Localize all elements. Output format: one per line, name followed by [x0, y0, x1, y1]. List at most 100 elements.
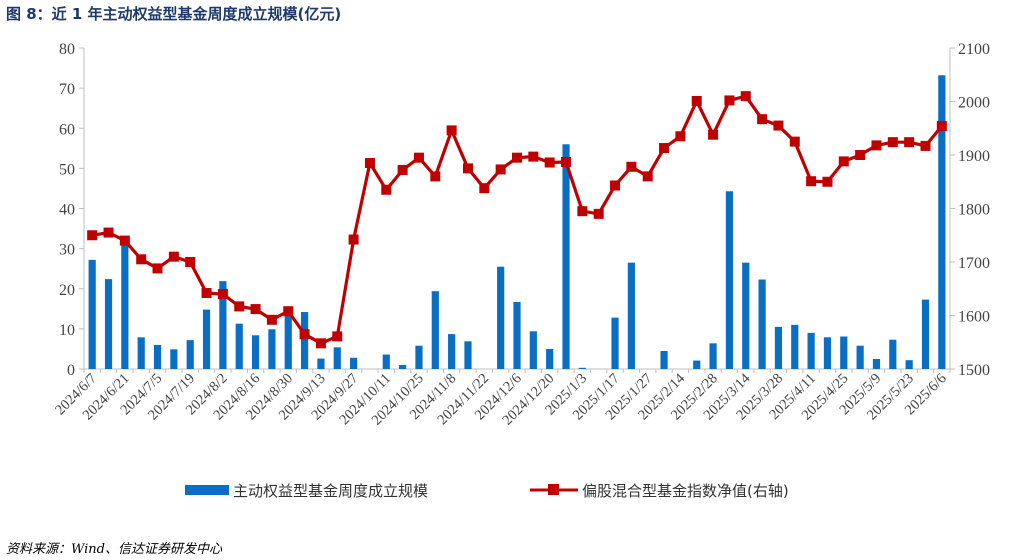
bar — [807, 332, 815, 369]
line-point — [446, 125, 457, 136]
legend-line-marker — [548, 484, 559, 495]
bar — [889, 339, 897, 369]
line-point — [806, 176, 817, 187]
line-point — [103, 227, 114, 238]
y-left-tick-label: 40 — [59, 202, 75, 219]
line-point — [577, 206, 588, 217]
line-series — [87, 91, 947, 349]
line-point — [283, 306, 294, 317]
bar — [497, 266, 505, 369]
line-point — [789, 136, 800, 147]
line-point — [397, 164, 408, 175]
line-point — [593, 208, 604, 219]
bar — [562, 144, 570, 369]
line-point — [462, 163, 473, 174]
y-right-tick-label: 2000 — [958, 95, 990, 112]
y-right-tick-label: 1800 — [958, 202, 990, 219]
bar — [202, 309, 211, 369]
chart-area: 0 10 20 30 40 50 60 70 80 1500 1600 1700 1800 1900 20… — [52, 41, 990, 500]
y-right-tick-label: 2100 — [958, 41, 990, 58]
line-point — [185, 257, 196, 267]
bar — [88, 259, 96, 369]
legend-line-label: 偏股混合型基金指数净值(右轴) — [582, 482, 789, 500]
line-point — [561, 156, 572, 167]
y-left-tick-label: 20 — [59, 282, 75, 299]
bar — [840, 336, 848, 369]
bar — [104, 279, 113, 369]
legend: 主动权益型基金周度成立规模 偏股混合型基金指数净值(右轴) — [185, 482, 789, 500]
bar — [382, 354, 390, 369]
y-left-tick-label: 60 — [59, 121, 75, 138]
bar — [693, 360, 701, 369]
line-point — [871, 140, 882, 151]
y-left-tick-label: 80 — [59, 41, 75, 58]
y-left-tick-label: 70 — [59, 81, 75, 98]
y-right-tick-label: 1700 — [958, 255, 990, 272]
bar — [905, 360, 913, 369]
line-point — [724, 95, 735, 106]
line-point — [822, 176, 833, 187]
y-right-tick-label: 1600 — [958, 309, 990, 326]
bar — [938, 75, 946, 369]
line-point — [332, 331, 343, 342]
line-point — [528, 151, 539, 162]
line-point — [266, 314, 277, 325]
y-left-tick-label: 0 — [67, 362, 75, 379]
line-point — [136, 254, 147, 265]
bar — [431, 291, 439, 369]
line-point — [708, 129, 719, 140]
line-point — [234, 301, 245, 312]
line-point — [626, 161, 637, 172]
bar — [268, 329, 276, 369]
y-left-tick-label: 30 — [59, 242, 75, 259]
line-point — [217, 289, 228, 300]
line-point — [348, 234, 359, 245]
line-point — [691, 95, 702, 106]
bar — [578, 367, 586, 369]
bar — [660, 350, 668, 369]
line-point — [675, 131, 686, 142]
legend-bar-label: 主动权益型基金周度成立规模 — [233, 482, 428, 500]
bar — [513, 301, 521, 369]
x-ticks: 2024/6/72024/6/212024/7/52024/7/192024/8… — [52, 369, 951, 429]
y-left-ticks: 0 10 20 30 40 50 60 70 80 — [59, 41, 84, 379]
line-point — [659, 143, 670, 154]
bar — [758, 279, 766, 369]
bar — [823, 337, 832, 369]
bar — [317, 358, 325, 369]
line-point — [610, 180, 621, 191]
bar-series — [88, 75, 946, 369]
chart-title: 图 8：近 1 年主动权益型基金周度成立规模(亿元) — [6, 5, 342, 23]
y-left-tick-label: 50 — [59, 161, 75, 178]
line-point — [87, 230, 98, 241]
line-point — [642, 171, 653, 182]
bar — [284, 312, 292, 369]
legend-bar-swatch — [185, 485, 229, 495]
bar — [235, 323, 243, 369]
y-left-tick-label: 10 — [59, 322, 75, 339]
line-point — [887, 137, 898, 148]
bar — [300, 312, 309, 369]
line-point — [479, 183, 490, 194]
bar — [186, 340, 194, 369]
bar — [333, 347, 341, 369]
bar — [153, 344, 162, 369]
line-point — [430, 171, 441, 182]
y-right-tick-label: 1900 — [958, 148, 990, 165]
line-point — [740, 91, 751, 102]
bar — [725, 191, 734, 369]
line-point — [757, 114, 768, 125]
bar — [415, 345, 423, 369]
y-right-tick-label: 1500 — [958, 362, 990, 379]
bar — [627, 262, 635, 369]
bar — [464, 341, 472, 369]
bar — [921, 299, 930, 369]
line-point — [299, 329, 310, 340]
line-point — [544, 157, 555, 168]
line-point — [920, 140, 931, 151]
line-point — [250, 304, 261, 315]
bar — [170, 349, 178, 369]
bar — [399, 364, 407, 369]
line-point — [936, 121, 947, 132]
bar — [774, 326, 783, 369]
